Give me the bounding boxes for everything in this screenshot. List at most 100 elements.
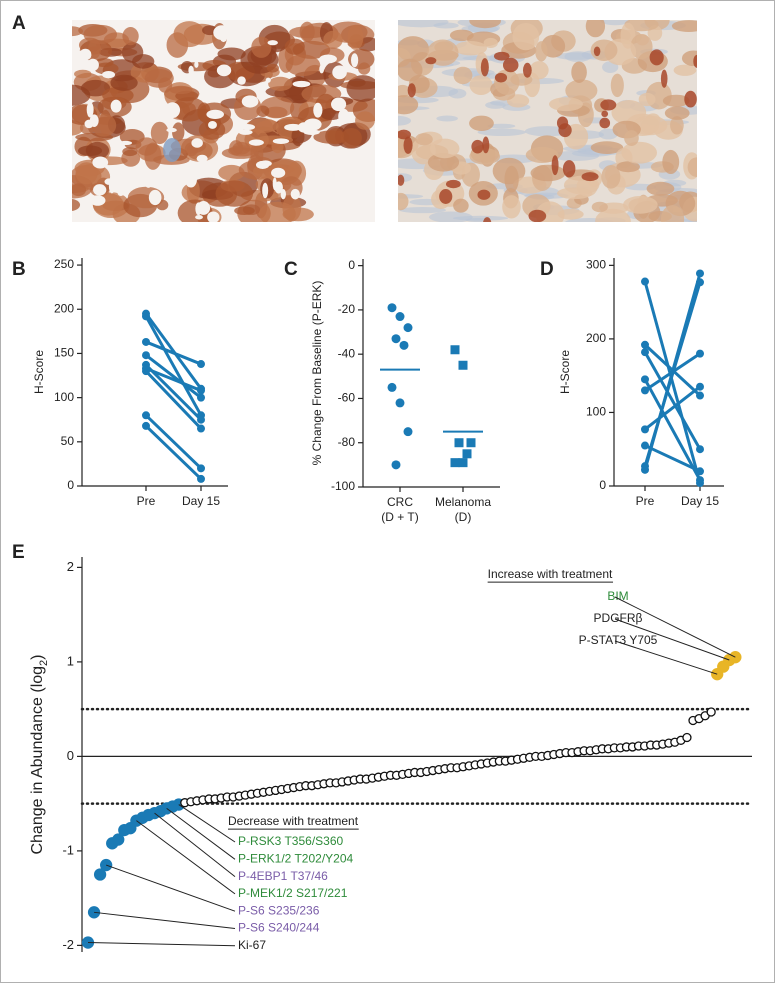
point xyxy=(395,312,405,322)
lumen xyxy=(335,163,340,174)
stain xyxy=(600,99,617,111)
lumen xyxy=(206,109,224,119)
gland xyxy=(557,208,584,220)
tissue xyxy=(323,30,343,49)
tissue xyxy=(158,77,173,93)
gland xyxy=(449,29,474,42)
gland xyxy=(502,195,521,219)
gland xyxy=(410,137,436,165)
y-axis-label: % Change From Baseline (P-ERK) xyxy=(310,281,324,466)
tissue xyxy=(72,26,84,37)
gland xyxy=(535,41,548,62)
annotation-label: P-ERK1/2 T202/Y204 xyxy=(238,851,354,865)
y-tick-label: 100 xyxy=(586,405,606,419)
pair-line xyxy=(144,315,203,417)
stain xyxy=(480,58,489,77)
gland xyxy=(621,141,658,164)
point xyxy=(696,445,704,454)
point xyxy=(387,382,397,392)
point xyxy=(696,269,704,278)
stain xyxy=(684,90,697,108)
point xyxy=(450,345,460,355)
lumen xyxy=(292,80,311,88)
point xyxy=(197,474,205,483)
y-tick-label: 150 xyxy=(54,346,74,360)
pair-line xyxy=(144,312,203,390)
annotation-label: P-STAT3 Y705 xyxy=(579,633,658,647)
lumen xyxy=(345,212,362,219)
stain xyxy=(502,57,519,73)
point xyxy=(387,303,397,313)
stroma xyxy=(487,123,516,129)
stroma xyxy=(524,126,570,137)
point xyxy=(696,382,704,391)
lumen xyxy=(290,188,300,200)
point xyxy=(112,833,125,846)
gland xyxy=(398,84,411,98)
point xyxy=(93,868,107,881)
point xyxy=(696,476,704,485)
lumen xyxy=(208,121,217,129)
gland xyxy=(585,20,606,38)
leader-line xyxy=(614,596,736,658)
stroma xyxy=(436,115,458,122)
y-tick-label: -1 xyxy=(62,842,74,857)
lumen xyxy=(119,140,133,146)
point xyxy=(641,375,649,384)
panel-label: E xyxy=(12,542,25,563)
lumen xyxy=(337,188,352,197)
y-tick-label: 100 xyxy=(54,390,74,404)
tissue xyxy=(83,24,118,45)
gland xyxy=(611,100,647,125)
lumen xyxy=(316,194,327,202)
stroma xyxy=(485,101,506,109)
lumen xyxy=(148,189,162,206)
stain xyxy=(407,83,416,98)
lumen xyxy=(313,102,323,118)
y-axis-label-part: 2 xyxy=(38,660,50,666)
gland xyxy=(398,95,419,115)
gland xyxy=(662,149,680,175)
gland xyxy=(529,61,549,80)
panel-label: D xyxy=(540,259,554,280)
point xyxy=(391,334,401,344)
stroma xyxy=(600,20,631,26)
lumen xyxy=(239,123,256,131)
leader-line xyxy=(166,807,236,860)
stain xyxy=(562,160,576,178)
y-tick-label: -40 xyxy=(338,346,356,360)
tissue xyxy=(218,164,245,181)
point xyxy=(142,312,150,321)
y-tick-label: -80 xyxy=(338,435,356,449)
nucleus xyxy=(163,138,181,162)
lumen xyxy=(166,127,177,133)
lumen xyxy=(248,139,264,146)
gland xyxy=(427,153,460,172)
tissue xyxy=(74,69,92,79)
point xyxy=(197,424,205,433)
panel-label: C xyxy=(284,259,298,280)
x-tick-label: Pre xyxy=(137,494,156,508)
annotation-label: Ki-67 xyxy=(238,938,266,952)
point xyxy=(197,360,205,369)
lumen xyxy=(75,50,92,61)
stain xyxy=(528,209,547,222)
point xyxy=(399,340,409,350)
y-tick-label: 0 xyxy=(67,478,74,492)
leader-line xyxy=(93,911,236,929)
gland xyxy=(671,20,697,32)
tissue xyxy=(268,76,293,91)
pair-line xyxy=(643,273,702,471)
lumen xyxy=(237,76,246,85)
gland xyxy=(483,37,498,48)
annotation-label: BIM xyxy=(607,589,628,603)
lumen xyxy=(184,171,197,188)
y-tick-label: 50 xyxy=(61,434,75,448)
tissue xyxy=(88,39,101,59)
lumen xyxy=(338,108,350,124)
tissue xyxy=(135,137,158,156)
lumen xyxy=(207,211,220,222)
gland xyxy=(601,164,621,189)
stain xyxy=(693,54,697,68)
